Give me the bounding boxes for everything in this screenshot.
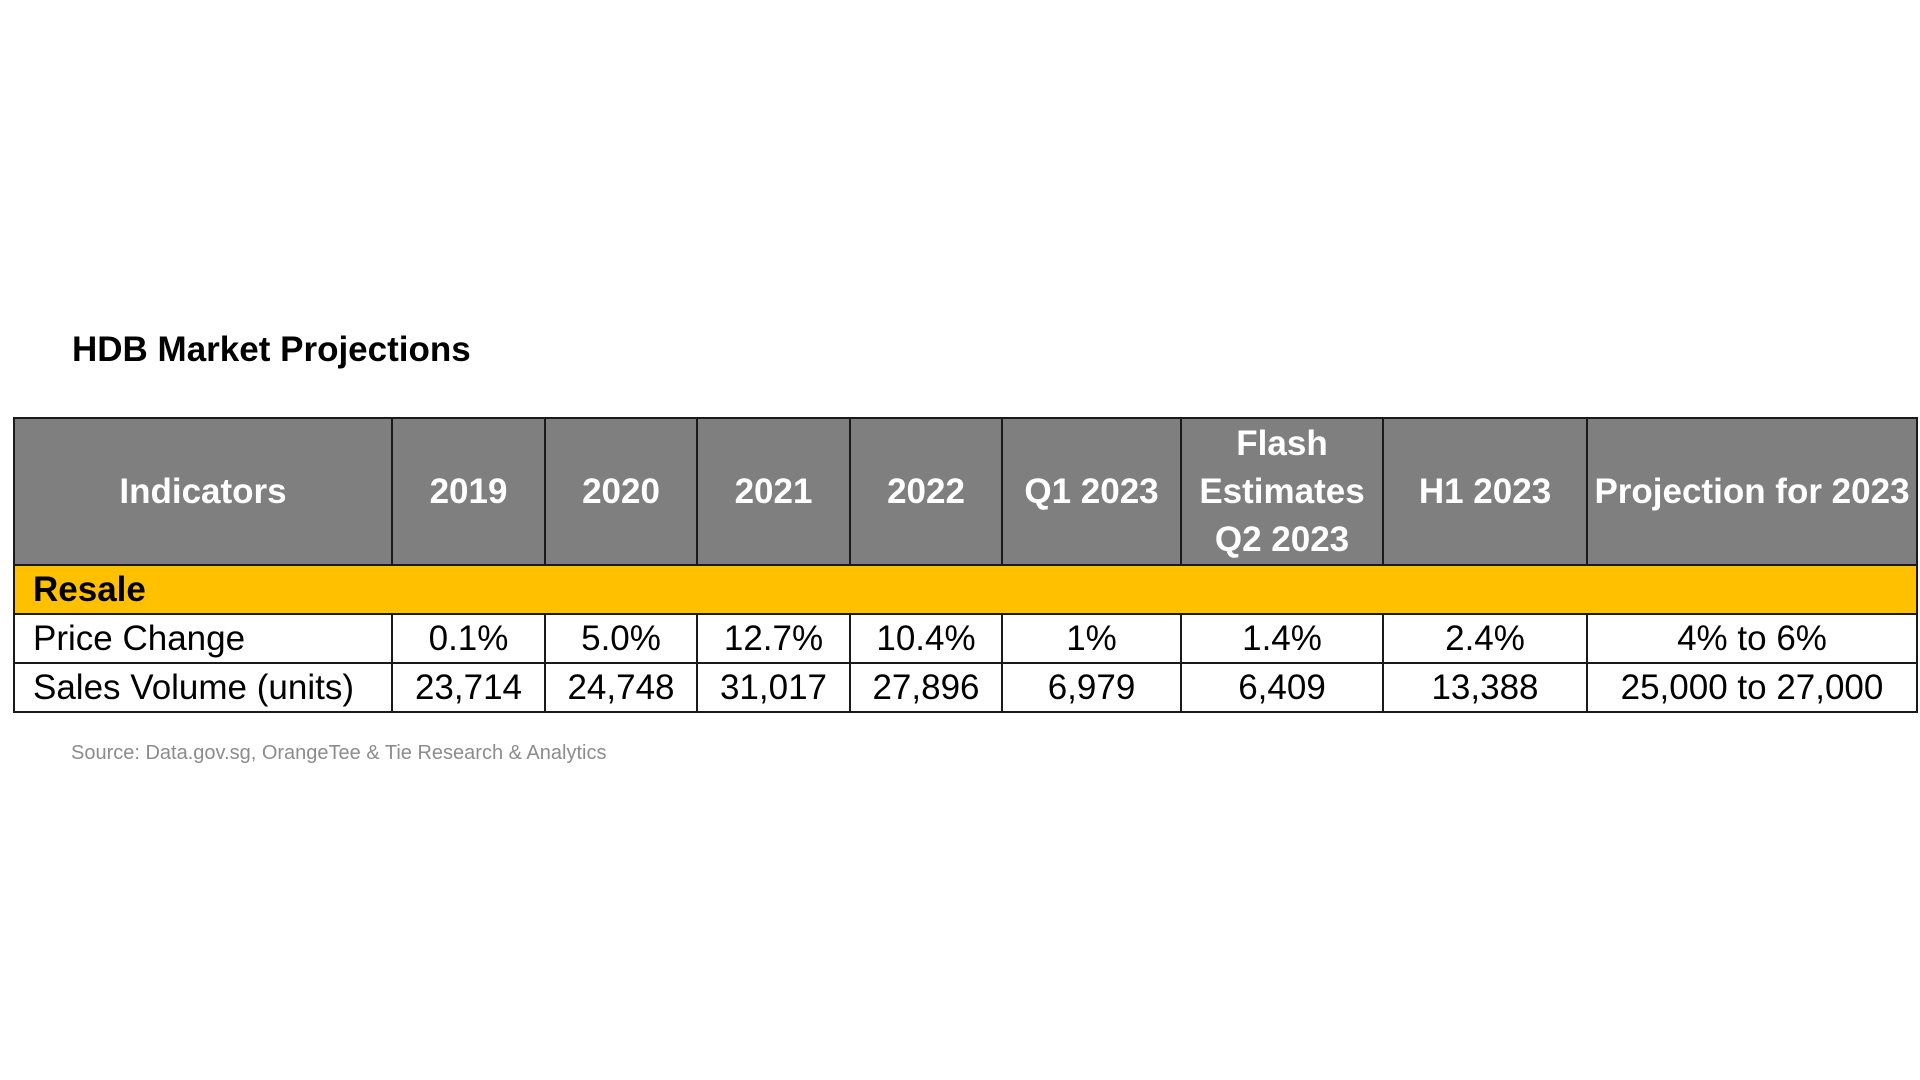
hdb-market-projections-table: Indicators 2019 2020 2021 2022 Q1 2023 F… (13, 417, 1918, 713)
table-row-sales-volume: Sales Volume (units) 23,714 24,748 31,01… (13, 662, 1918, 713)
table-cell: 0.1% (391, 613, 546, 664)
column-header: Flash Estimates Q2 2023 (1180, 417, 1384, 566)
column-header: 2022 (849, 417, 1003, 566)
section-label: Resale (13, 564, 1918, 615)
column-header: H1 2023 (1382, 417, 1588, 566)
table-cell: 31,017 (696, 662, 851, 713)
table-cell: 6,409 (1180, 662, 1384, 713)
column-header: Projection for 2023 (1586, 417, 1918, 566)
row-label: Sales Volume (units) (13, 662, 393, 713)
table-cell: 1.4% (1180, 613, 1384, 664)
table-cell: 6,979 (1001, 662, 1182, 713)
table-cell: 2.4% (1382, 613, 1588, 664)
table-cell: 23,714 (391, 662, 546, 713)
column-header: Q1 2023 (1001, 417, 1182, 566)
table-cell: 12.7% (696, 613, 851, 664)
table-cell: 5.0% (544, 613, 698, 664)
table-cell: 10.4% (849, 613, 1003, 664)
column-header: 2021 (696, 417, 851, 566)
header-row: Indicators 2019 2020 2021 2022 Q1 2023 F… (13, 417, 1918, 566)
column-header: 2020 (544, 417, 698, 566)
table-cell: 27,896 (849, 662, 1003, 713)
table-row-price-change: Price Change 0.1% 5.0% 12.7% 10.4% 1% 1.… (13, 613, 1918, 664)
table-cell: 24,748 (544, 662, 698, 713)
column-header: Indicators (13, 417, 393, 566)
table-title: HDB Market Projections (72, 330, 471, 369)
table-cell: 13,388 (1382, 662, 1588, 713)
section-row-resale: Resale (13, 564, 1918, 615)
table-cell: 1% (1001, 613, 1182, 664)
table-cell: 4% to 6% (1586, 613, 1918, 664)
column-header: 2019 (391, 417, 546, 566)
table-cell: 25,000 to 27,000 (1586, 662, 1918, 713)
row-label: Price Change (13, 613, 393, 664)
source-note: Source: Data.gov.sg, OrangeTee & Tie Res… (71, 742, 607, 764)
